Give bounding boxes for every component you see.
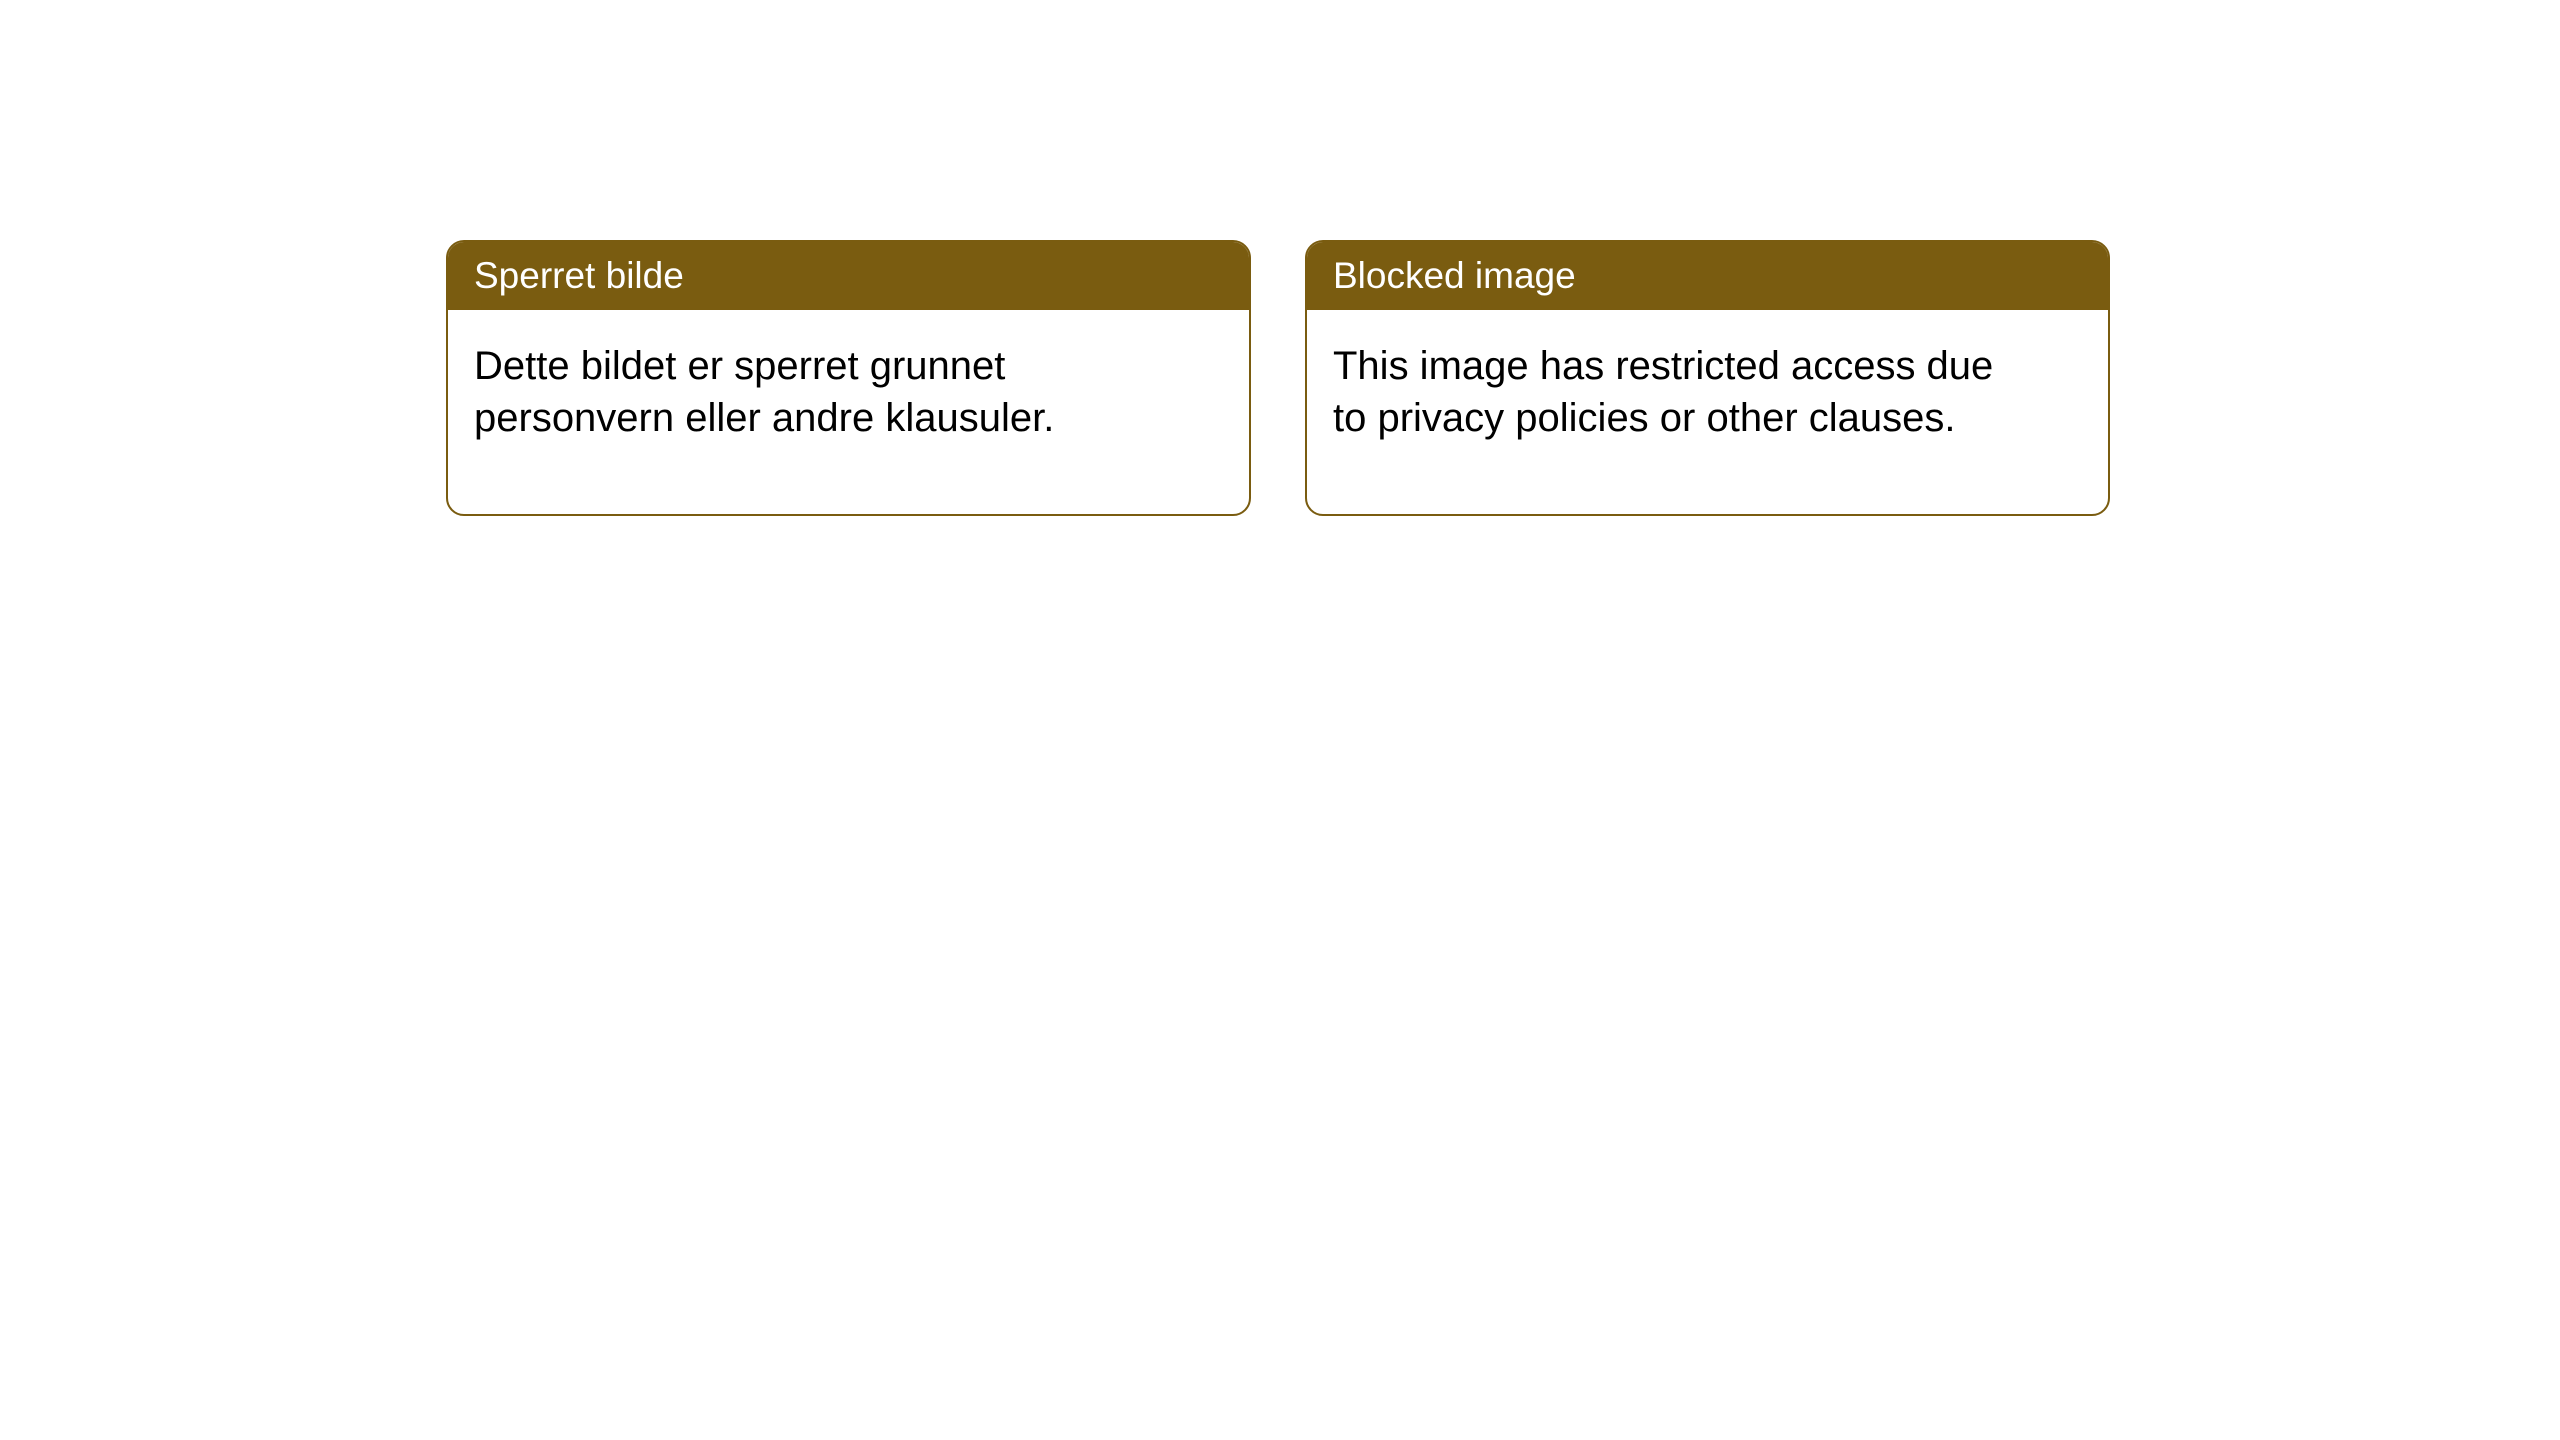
notice-container: Sperret bilde Dette bildet er sperret gr…	[446, 240, 2110, 516]
notice-header-norwegian: Sperret bilde	[448, 242, 1249, 310]
notice-body-text-norwegian: Dette bildet er sperret grunnet personve…	[474, 340, 1154, 444]
notice-body-text-english: This image has restricted access due to …	[1333, 340, 2013, 444]
notice-card-english: Blocked image This image has restricted …	[1305, 240, 2110, 516]
notice-body-norwegian: Dette bildet er sperret grunnet personve…	[448, 310, 1249, 514]
notice-body-english: This image has restricted access due to …	[1307, 310, 2108, 514]
notice-card-norwegian: Sperret bilde Dette bildet er sperret gr…	[446, 240, 1251, 516]
notice-header-english: Blocked image	[1307, 242, 2108, 310]
